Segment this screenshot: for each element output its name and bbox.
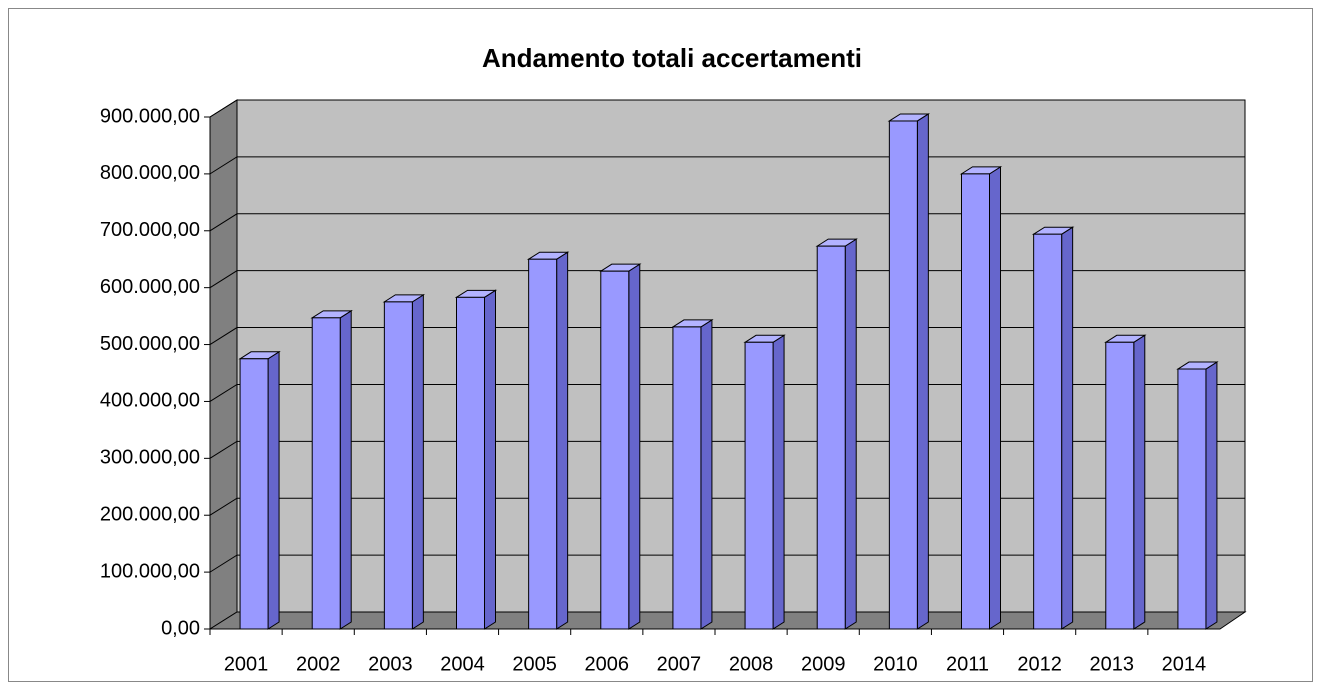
y-tick-label: 200.000,00	[100, 504, 200, 526]
bar-side	[339, 309, 352, 630]
x-tick-label: 2001	[224, 653, 269, 675]
y-tick-label: 500.000,00	[100, 333, 200, 355]
floor	[208, 611, 1247, 630]
bar-side	[628, 263, 641, 630]
x-tick-label: 2012	[1017, 653, 1062, 675]
bar-front	[1105, 341, 1135, 630]
x-tick-label: 2014	[1162, 653, 1207, 675]
y-tick-label: 100.000,00	[100, 560, 200, 582]
bars	[238, 113, 1219, 630]
x-tick-label: 2002	[296, 653, 341, 675]
bar	[526, 251, 570, 630]
bar-side	[267, 350, 280, 630]
bar	[959, 165, 1003, 630]
y-tick-label: 600.000,00	[100, 276, 200, 298]
bar	[599, 263, 642, 630]
x-tick-label: 2011	[946, 653, 989, 675]
bar-side	[1061, 226, 1074, 630]
bar-front	[528, 258, 558, 630]
bar-side	[772, 334, 785, 630]
bar-side	[700, 319, 713, 630]
bar-side	[1205, 361, 1218, 630]
bar	[1176, 361, 1219, 630]
bar	[1031, 226, 1075, 630]
bar-side	[989, 165, 1001, 630]
y-tick-label: 400.000,00	[100, 390, 200, 412]
x-tick-label: 2006	[585, 653, 630, 675]
bar	[671, 319, 714, 630]
bar-front	[744, 341, 774, 630]
y-tick-label: 0,00	[161, 617, 200, 639]
x-tick-label: 2008	[729, 653, 774, 675]
bar-front	[456, 296, 485, 630]
x-tick-label: 2004	[440, 653, 485, 675]
bar-front	[1033, 233, 1063, 630]
bar-side	[1133, 334, 1146, 630]
bar-front	[816, 245, 846, 630]
left-wall	[209, 99, 238, 630]
bar-front	[961, 173, 990, 630]
bar	[382, 293, 426, 630]
bar	[887, 113, 931, 630]
bar	[238, 350, 281, 630]
bar-front	[672, 326, 702, 630]
bar	[454, 289, 498, 630]
y-tick-label: 900.000,00	[100, 105, 200, 127]
bar	[310, 309, 353, 630]
y-tick-label: 300.000,00	[100, 447, 200, 469]
chart-title: Andamento totali accertamenti	[482, 43, 862, 73]
x-tick-label: 2003	[368, 653, 413, 675]
bar-side	[916, 113, 929, 630]
bar-front	[239, 358, 269, 630]
bar-front	[1177, 368, 1207, 630]
bar-side	[556, 251, 569, 630]
bar-front	[888, 120, 918, 630]
bar-side	[484, 289, 496, 630]
y-tick-label: 800.000,00	[100, 162, 200, 184]
bar-side	[844, 238, 857, 630]
x-tick-label: 2009	[801, 653, 846, 675]
bar	[815, 238, 858, 630]
y-tick-label: 700.000,00	[100, 219, 200, 241]
bar-front	[600, 270, 630, 630]
bar-front	[383, 301, 413, 630]
grid-line	[209, 99, 1245, 118]
bar-front	[311, 317, 341, 630]
x-tick-label: 2007	[657, 653, 702, 675]
x-tick-label: 2005	[512, 653, 557, 675]
x-tick-label: 2010	[873, 653, 918, 675]
x-tick-label: 2013	[1090, 653, 1135, 675]
bar	[743, 334, 786, 630]
bar	[1104, 334, 1147, 630]
bar-side	[411, 293, 424, 630]
